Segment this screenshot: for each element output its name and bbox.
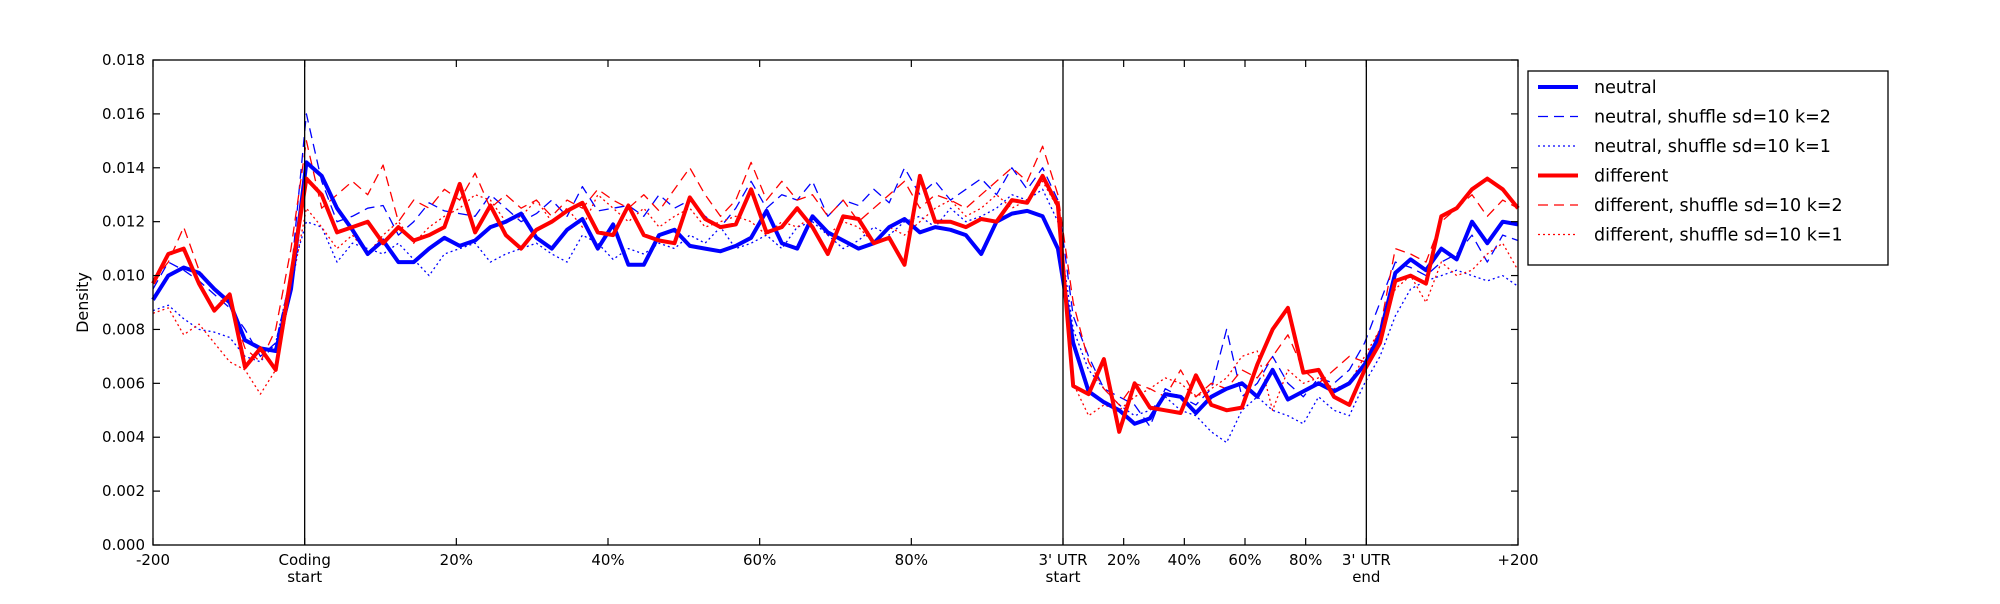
tick-labels: 0.000 0.002 0.004 0.006 0.008 0.010 0.012 0.014… — [102, 51, 1539, 586]
axes-frame — [152, 59, 1519, 546]
x-tick-label: 60% — [743, 551, 776, 569]
x-tick-label: -200 — [136, 551, 170, 569]
y-tick-label: 0.014 — [102, 159, 145, 177]
y-tick-label: 0.018 — [102, 51, 145, 69]
x-tick-label: +200 — [1497, 551, 1538, 569]
y-tick-label: 0.004 — [102, 428, 145, 446]
y-tick-label: 0.010 — [102, 267, 145, 285]
legend: neutral neutral, shuffle sd=10 k=2 neutral… — [1527, 70, 1889, 266]
x-tick-label: 60% — [1228, 551, 1261, 569]
y-tick-label: 0.006 — [102, 374, 145, 392]
x-tick-label: start — [1046, 568, 1081, 586]
x-tick-label: 80% — [895, 551, 928, 569]
y-tick-label: 0.008 — [102, 320, 145, 338]
y-axis-label: Density — [73, 272, 92, 333]
legend-label-4: different, shuffle sd=10 k=2 — [1594, 196, 1843, 216]
legend-box — [1527, 70, 1889, 266]
legend-label-3: different — [1594, 167, 1668, 187]
region-boundaries — [304, 60, 1367, 545]
series-line-3 — [151, 173, 1520, 434]
legend-label-1: neutral, shuffle sd=10 k=2 — [1594, 108, 1831, 128]
y-tick-label: 0.002 — [102, 482, 145, 500]
y-tick-label: 0.012 — [102, 213, 145, 231]
series-line-2 — [152, 188, 1519, 444]
x-tick-label: Coding — [278, 551, 330, 569]
x-tick-label: end — [1352, 568, 1380, 586]
series-line-0 — [151, 160, 1519, 426]
x-tick-label: 20% — [440, 551, 473, 569]
x-tick-label: 40% — [1168, 551, 1201, 569]
axis-ticks — [152, 59, 1519, 546]
series-line-4 — [152, 140, 1519, 406]
plot-lines — [151, 113, 1520, 444]
x-tick-label: 80% — [1289, 551, 1322, 569]
y-tick-label: 0.016 — [102, 105, 145, 123]
legend-label-2: neutral, shuffle sd=10 k=1 — [1594, 137, 1831, 157]
x-tick-label: start — [287, 568, 322, 586]
x-tick-label: 3' UTR — [1039, 551, 1088, 569]
x-tick-label: 20% — [1107, 551, 1140, 569]
y-tick-label: 0.000 — [102, 536, 145, 554]
series-line-5 — [152, 180, 1519, 417]
x-tick-label: 3' UTR — [1342, 551, 1391, 569]
legend-label-0: neutral — [1594, 78, 1657, 98]
x-tick-label: 40% — [591, 551, 624, 569]
series-line-1 — [152, 113, 1519, 428]
legend-label-5: different, shuffle sd=10 k=1 — [1594, 226, 1843, 246]
